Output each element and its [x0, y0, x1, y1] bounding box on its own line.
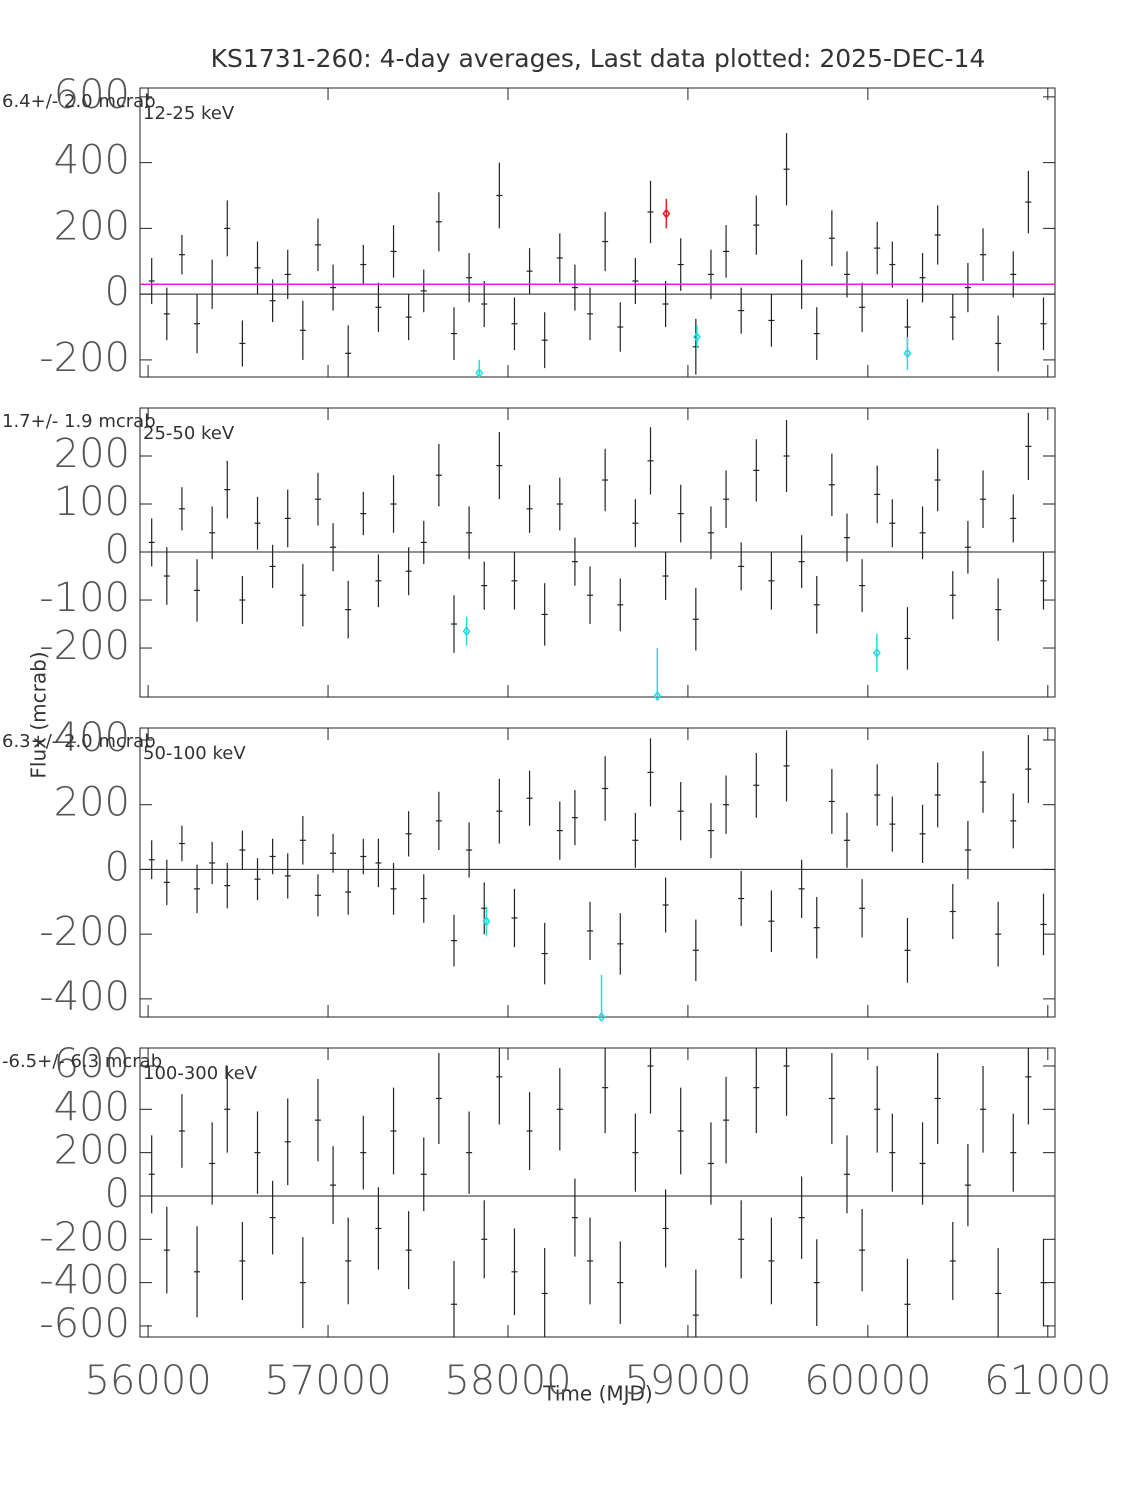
y-tick-label: -400 [39, 974, 130, 1020]
flagged-point [597, 1011, 606, 1023]
panel-frame [139, 727, 1056, 1018]
flagged-point [692, 331, 701, 343]
x-axis-label: Time (MJD) [542, 1382, 652, 1406]
band-label: 100-300 keV [143, 1063, 258, 1084]
flagged-point [482, 915, 491, 927]
y-tick-label: 100 [54, 479, 130, 525]
y-axis-label: Flux (mcrab) [27, 651, 51, 778]
flagged-point [872, 647, 881, 659]
band-label: 25-50 keV [143, 423, 235, 444]
x-tick-label: 60000 [804, 1358, 931, 1404]
mean-text: 1.7+/- 1.9 mcrab [2, 411, 156, 432]
y-tick-label: -200 [39, 623, 130, 669]
y-tick-label: -100 [39, 575, 130, 621]
y-tick-label: 0 [105, 527, 130, 573]
y-tick-label: -200 [39, 335, 130, 381]
y-tick-label: 400 [54, 138, 130, 184]
y-tick-label: 200 [54, 431, 130, 477]
y-tick-label: -200 [39, 1214, 130, 1260]
y-tick-label: 200 [54, 1128, 130, 1174]
y-tick-label: 400 [54, 715, 130, 761]
flagged-point [653, 690, 662, 702]
x-tick-label: 59000 [624, 1358, 751, 1404]
y-tick-label: -400 [39, 1258, 130, 1304]
mean-text: 6.3+/- 2.0 mcrab [2, 731, 156, 752]
flagged-point [462, 625, 471, 637]
x-tick-label: 61000 [984, 1358, 1111, 1404]
band-label: 12-25 keV [143, 103, 235, 124]
mean-text: 6.4+/- 2.0 mcrab [2, 91, 156, 112]
y-tick-label: 0 [105, 269, 130, 315]
y-tick-label: 200 [54, 203, 130, 249]
flagged-point [662, 208, 671, 219]
panel-frame [139, 87, 1056, 378]
y-tick-label: 0 [105, 1171, 130, 1217]
x-tick-label: 56000 [84, 1358, 211, 1404]
y-tick-label: 400 [54, 1084, 130, 1130]
x-tick-label: 57000 [264, 1358, 391, 1404]
y-tick-label: -200 [39, 909, 130, 955]
y-tick-label: 200 [54, 780, 130, 826]
y-tick-label: 600 [54, 1041, 130, 1087]
y-tick-label: 600 [54, 72, 130, 118]
flagged-point [475, 367, 484, 379]
chart-title: KS1731-260: 4-day averages, Last data pl… [211, 44, 986, 73]
flagged-point [903, 348, 912, 359]
y-tick-label: -600 [39, 1301, 130, 1347]
panel-frame [139, 1047, 1056, 1338]
band-label: 50-100 keV [143, 743, 246, 764]
y-tick-label: 0 [105, 844, 130, 890]
mean-text: -6.5+/- 6.3 mcrab [2, 1051, 162, 1072]
x-tick-label: 58000 [444, 1358, 571, 1404]
